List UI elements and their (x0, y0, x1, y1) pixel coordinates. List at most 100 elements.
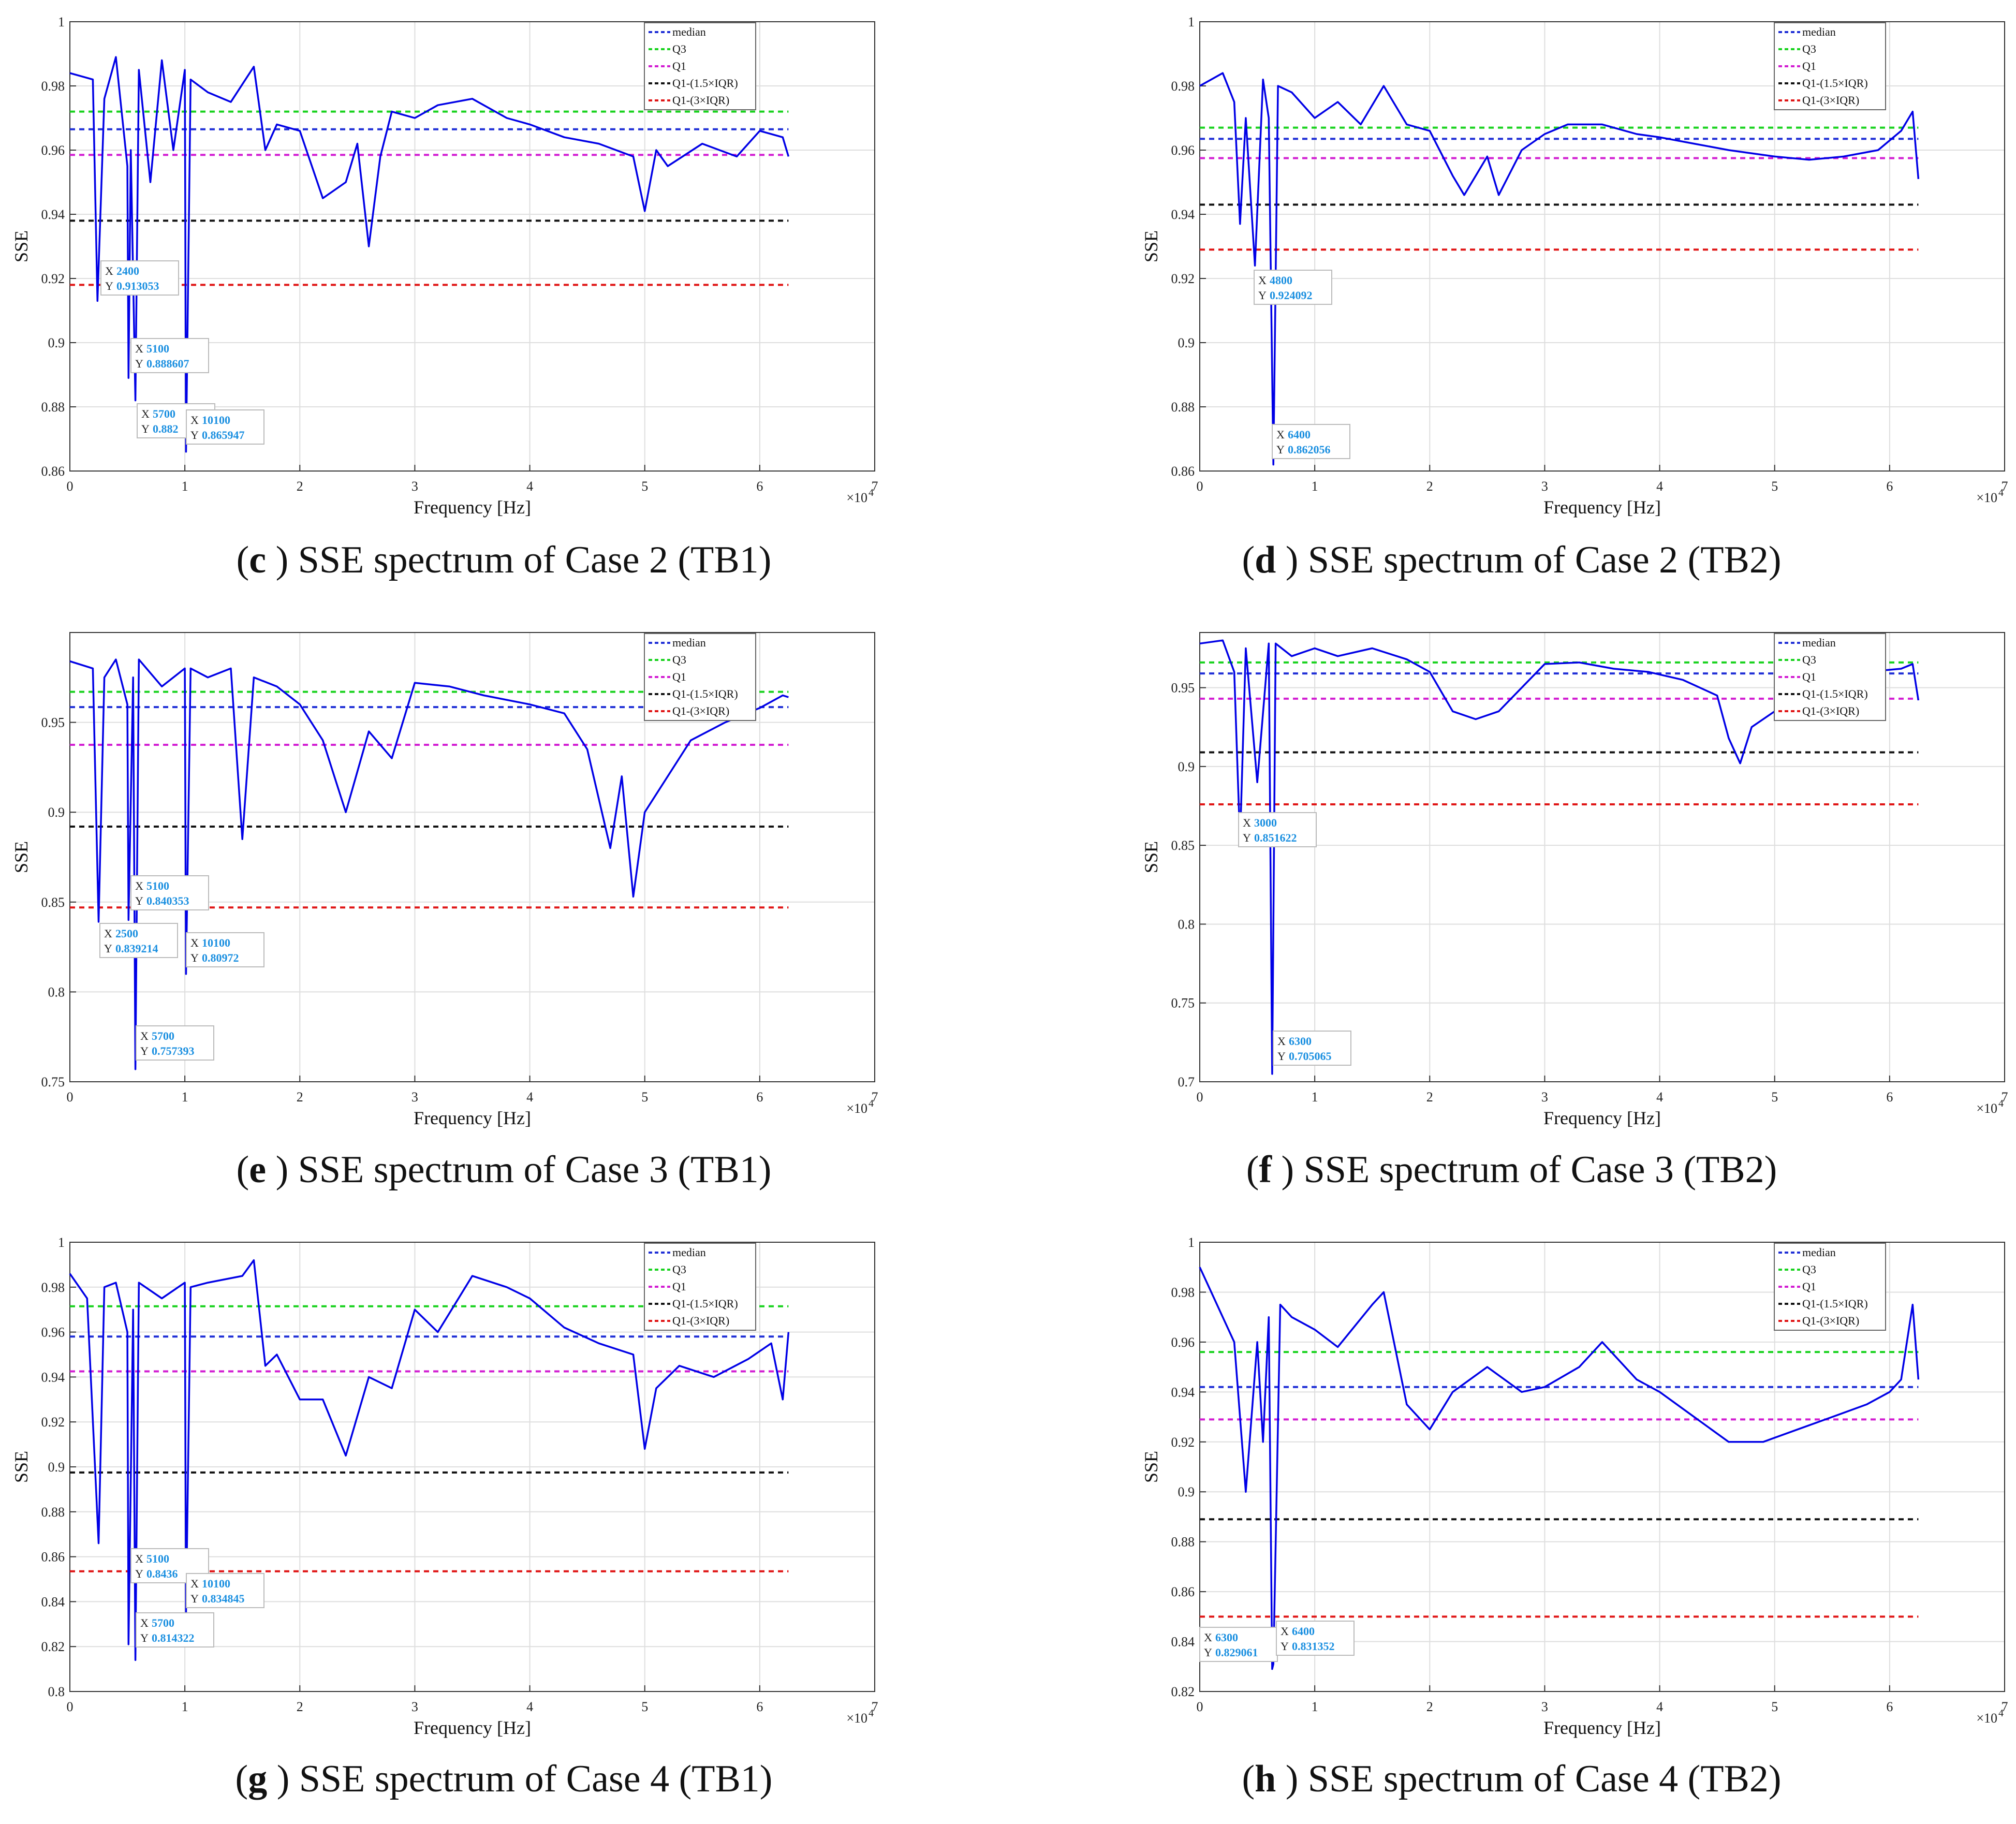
y-tick-label: 0.95 (1171, 681, 1195, 696)
x-tick-label: 3 (1541, 1699, 1548, 1714)
legend-label: Q1-(3×IQR) (1802, 94, 1859, 107)
data-tip-box (186, 1573, 264, 1608)
x-axis-label: Frequency [Hz] (1543, 497, 1661, 518)
y-tick-label: 0.96 (1171, 1335, 1195, 1350)
legend-label: Q1 (1802, 1280, 1816, 1293)
data-tip-x-key: X (105, 264, 113, 277)
data-tip-y-key: Y (1243, 831, 1251, 844)
x-multiplier-exponent: 4 (1998, 487, 2004, 498)
data-tip-y-value: 0.865947 (202, 429, 245, 442)
data-tip-y-value: 0.80972 (202, 951, 239, 964)
x-tick-label: 2 (297, 1090, 303, 1105)
y-axis-label: SSE (11, 230, 32, 262)
x-tick-label: 7 (872, 1090, 878, 1105)
x-tick-label: 5 (641, 1699, 648, 1714)
x-multiplier: ×10 (846, 1711, 867, 1726)
y-tick-label: 0.92 (41, 271, 65, 286)
y-tick-label: 0.88 (1171, 400, 1195, 415)
x-tick-label: 6 (1886, 479, 1893, 494)
data-tip-x-key: X (135, 1552, 143, 1565)
data-tip-y-value: 0.913053 (116, 280, 159, 292)
legend-label: median (1802, 636, 1836, 649)
data-tip-x-key: X (140, 1029, 149, 1042)
data-tip-x-value: 10100 (202, 1577, 230, 1590)
y-tick-label: 0.98 (41, 1280, 65, 1295)
y-tick-label: 0.9 (48, 805, 65, 820)
data-tip-y-value: 0.8436 (146, 1567, 178, 1580)
legend-label: Q1 (672, 1280, 686, 1293)
y-tick-label: 0.84 (41, 1594, 65, 1609)
legend: median Q3 Q1 Q1-(1.5×IQR) Q1-(3×IQR) (644, 1243, 756, 1331)
data-tip-y-value: 0.851622 (1254, 831, 1297, 844)
data-tip-box (1276, 1621, 1355, 1656)
y-tick-label: 0.82 (1171, 1684, 1195, 1699)
x-multiplier: ×10 (846, 490, 867, 505)
data-tip-y-key: Y (1276, 443, 1285, 456)
legend-label: median (672, 636, 706, 649)
data-tip-box (1238, 812, 1317, 847)
y-tick-label: 0.88 (41, 1505, 65, 1520)
x-multiplier: ×10 (1976, 1101, 1997, 1116)
legend-label: Q1-(3×IQR) (672, 1314, 729, 1327)
legend: median Q3 Q1 Q1-(1.5×IQR) Q1-(3×IQR) (1774, 633, 1886, 721)
plot-border (69, 21, 875, 472)
y-tick-label: 0.85 (1171, 838, 1195, 853)
y-tick-label: 0.88 (1171, 1535, 1195, 1550)
data-tip-box (136, 1612, 214, 1648)
y-axis-label: SSE (11, 841, 32, 873)
x-tick-label: 1 (182, 479, 188, 494)
x-tick-label: 4 (526, 1090, 533, 1105)
x-tick-label: 3 (1541, 479, 1548, 494)
x-axis-label: Frequency [Hz] (414, 1717, 531, 1738)
data-tip-x-key: X (1243, 816, 1251, 829)
x-tick-label: 2 (1426, 479, 1433, 494)
data-tip-x-key: X (190, 1577, 199, 1590)
x-tick-label: 7 (2002, 1699, 2008, 1714)
x-multiplier-exponent: 4 (1998, 1098, 2004, 1109)
data-tip-y-key: Y (1281, 1640, 1289, 1653)
x-tick-label: 7 (2002, 1090, 2008, 1105)
data-tip-y-value: 0.829061 (1215, 1646, 1258, 1659)
data-tip-y-key: Y (105, 280, 113, 292)
data-tip-x-value: 10100 (202, 936, 230, 949)
legend-label: Q1 (672, 60, 686, 72)
data-tip-y-key: Y (135, 1567, 143, 1580)
y-tick-label: 0.7 (1178, 1075, 1195, 1090)
data-tip-box (130, 875, 209, 910)
plot-border (1199, 632, 2005, 1082)
x-axis-label: Frequency [Hz] (1543, 1108, 1661, 1128)
data-tip-y-key: Y (190, 1592, 199, 1605)
y-tick-label: 0.8 (1178, 917, 1195, 932)
y-tick-label: 0.98 (41, 79, 65, 94)
legend: median Q3 Q1 Q1-(1.5×IQR) Q1-(3×IQR) (644, 22, 756, 110)
data-tip-x-key: X (1277, 1035, 1286, 1048)
data-tip-x-value: 5100 (146, 879, 169, 892)
legend-label: Q1-(3×IQR) (672, 704, 729, 717)
chart-panel-c: 0 1 2 3 4 5 6 7 0.86 0.88 0.9 0.92 0.94 0.96 0.98 1 Freq… (11, 14, 878, 518)
data-tip-box (1199, 1627, 1278, 1662)
x-multiplier: ×10 (1976, 1711, 1997, 1726)
data-tip-y-key: Y (135, 357, 143, 370)
x-tick-label: 5 (1771, 479, 1778, 494)
x-tick-label: 6 (1886, 1090, 1893, 1105)
data-tip-x-value: 5700 (152, 1029, 174, 1042)
legend-label: Q3 (672, 653, 686, 666)
y-axis-label: SSE (11, 1451, 32, 1483)
y-tick-label: 0.86 (1171, 464, 1195, 479)
y-axis-label: SSE (1141, 841, 1161, 873)
x-tick-label: 6 (756, 1090, 763, 1105)
y-tick-label: 0.84 (1171, 1635, 1195, 1650)
y-tick-label: 0.8 (48, 984, 65, 999)
x-tick-label: 2 (297, 479, 303, 494)
y-tick-label: 0.9 (48, 335, 65, 350)
sse-series-line (69, 1259, 790, 1661)
